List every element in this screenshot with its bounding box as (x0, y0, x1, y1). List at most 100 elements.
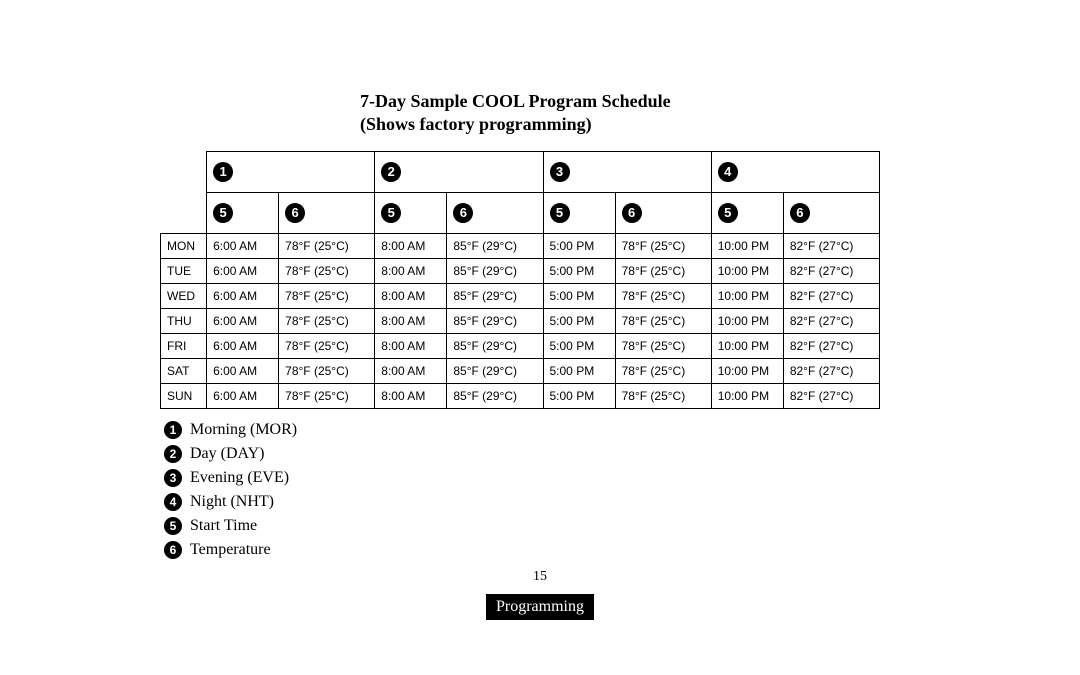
header-sub-cell: 5 (207, 192, 279, 233)
document-page: 7-Day Sample COOL Program Schedule (Show… (160, 0, 920, 585)
circled-number-icon: 4 (718, 162, 738, 182)
cell: 78°F (25°C) (279, 383, 375, 408)
legend-item: 4 Night (NHT) (164, 491, 920, 513)
circled-number-icon: 5 (381, 203, 401, 223)
cell: 85°F (29°C) (447, 308, 543, 333)
legend-item: 1 Morning (MOR) (164, 419, 920, 441)
cell: 82°F (27°C) (783, 358, 879, 383)
cell: 8:00 AM (375, 283, 447, 308)
cell: 8:00 AM (375, 233, 447, 258)
cell: 6:00 AM (207, 258, 279, 283)
circled-number-icon: 6 (790, 203, 810, 223)
circled-number-icon: 5 (164, 517, 182, 535)
day-cell: WED (161, 283, 207, 308)
header-blank (161, 151, 207, 192)
header-sub-cell: 6 (615, 192, 711, 233)
cell: 85°F (29°C) (447, 233, 543, 258)
table-row: SAT 6:00 AM 78°F (25°C) 8:00 AM 85°F (29… (161, 358, 880, 383)
circled-number-icon: 6 (285, 203, 305, 223)
day-cell: THU (161, 308, 207, 333)
cell: 6:00 AM (207, 333, 279, 358)
cell: 78°F (25°C) (615, 333, 711, 358)
legend-item: 3 Evening (EVE) (164, 467, 920, 489)
circled-number-icon: 1 (164, 421, 182, 439)
header-sub-cell: 5 (375, 192, 447, 233)
cell: 5:00 PM (543, 333, 615, 358)
header-period-3: 3 (543, 151, 711, 192)
cell: 78°F (25°C) (615, 233, 711, 258)
legend-label: Morning (MOR) (190, 419, 297, 441)
page-number: 15 (160, 569, 920, 585)
legend-label: Temperature (190, 539, 271, 561)
legend-label: Day (DAY) (190, 443, 265, 465)
circled-number-icon: 3 (164, 469, 182, 487)
header-period-1: 1 (207, 151, 375, 192)
title-line-2: (Shows factory programming) (360, 114, 592, 134)
cell: 10:00 PM (711, 333, 783, 358)
cell: 6:00 AM (207, 358, 279, 383)
header-sub-cell: 5 (543, 192, 615, 233)
circled-number-icon: 5 (213, 203, 233, 223)
cell: 8:00 AM (375, 258, 447, 283)
cell: 78°F (25°C) (279, 233, 375, 258)
legend-item: 6 Temperature (164, 539, 920, 561)
cell: 8:00 AM (375, 358, 447, 383)
cell: 5:00 PM (543, 308, 615, 333)
cell: 78°F (25°C) (615, 258, 711, 283)
cell: 8:00 AM (375, 383, 447, 408)
circled-number-icon: 1 (213, 162, 233, 182)
circled-number-icon: 6 (453, 203, 473, 223)
day-cell: SUN (161, 383, 207, 408)
circled-number-icon: 2 (164, 445, 182, 463)
cell: 82°F (27°C) (783, 233, 879, 258)
circled-number-icon: 2 (381, 162, 401, 182)
cell: 78°F (25°C) (279, 283, 375, 308)
legend: 1 Morning (MOR) 2 Day (DAY) 3 Evening (E… (164, 419, 920, 561)
legend-item: 5 Start Time (164, 515, 920, 537)
header-sub-cell: 5 (711, 192, 783, 233)
page-title: 7-Day Sample COOL Program Schedule (Show… (360, 90, 920, 137)
header-sub-cell: 6 (279, 192, 375, 233)
day-cell: SAT (161, 358, 207, 383)
table-header-periods: 1 2 3 4 (161, 151, 880, 192)
cell: 85°F (29°C) (447, 258, 543, 283)
header-blank (161, 192, 207, 233)
table-row: THU 6:00 AM 78°F (25°C) 8:00 AM 85°F (29… (161, 308, 880, 333)
cell: 5:00 PM (543, 383, 615, 408)
schedule-table: 1 2 3 4 5 6 5 6 5 6 5 6 MON 6:00 AM 78°F… (160, 151, 880, 409)
circled-number-icon: 5 (718, 203, 738, 223)
cell: 5:00 PM (543, 258, 615, 283)
day-cell: FRI (161, 333, 207, 358)
header-sub-cell: 6 (783, 192, 879, 233)
table-row: FRI 6:00 AM 78°F (25°C) 8:00 AM 85°F (29… (161, 333, 880, 358)
table-row: WED 6:00 AM 78°F (25°C) 8:00 AM 85°F (29… (161, 283, 880, 308)
header-sub-cell: 6 (447, 192, 543, 233)
circled-number-icon: 4 (164, 493, 182, 511)
cell: 78°F (25°C) (279, 333, 375, 358)
cell: 82°F (27°C) (783, 383, 879, 408)
legend-label: Evening (EVE) (190, 467, 289, 489)
cell: 85°F (29°C) (447, 333, 543, 358)
cell: 78°F (25°C) (615, 383, 711, 408)
table-row: SUN 6:00 AM 78°F (25°C) 8:00 AM 85°F (29… (161, 383, 880, 408)
cell: 82°F (27°C) (783, 308, 879, 333)
section-tab: Programming (486, 594, 594, 620)
circled-number-icon: 3 (550, 162, 570, 182)
circled-number-icon: 6 (164, 541, 182, 559)
cell: 8:00 AM (375, 333, 447, 358)
cell: 10:00 PM (711, 358, 783, 383)
table-row: TUE 6:00 AM 78°F (25°C) 8:00 AM 85°F (29… (161, 258, 880, 283)
day-cell: MON (161, 233, 207, 258)
header-period-4: 4 (711, 151, 879, 192)
cell: 78°F (25°C) (615, 283, 711, 308)
cell: 5:00 PM (543, 358, 615, 383)
cell: 10:00 PM (711, 383, 783, 408)
cell: 6:00 AM (207, 383, 279, 408)
cell: 8:00 AM (375, 308, 447, 333)
cell: 6:00 AM (207, 283, 279, 308)
cell: 85°F (29°C) (447, 283, 543, 308)
cell: 10:00 PM (711, 283, 783, 308)
cell: 85°F (29°C) (447, 383, 543, 408)
cell: 6:00 AM (207, 308, 279, 333)
circled-number-icon: 5 (550, 203, 570, 223)
